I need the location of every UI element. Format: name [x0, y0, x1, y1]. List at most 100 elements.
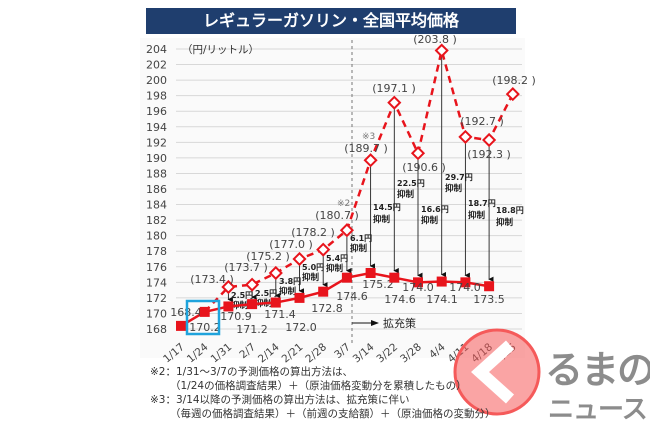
suppression-word: 抑制	[302, 272, 320, 283]
highlight-box	[185, 299, 221, 336]
y-tick-label: 178	[146, 245, 167, 258]
actual-point	[247, 299, 258, 310]
forecast-point	[245, 277, 260, 292]
note2-marker: ※2	[337, 199, 350, 209]
logo-text: るまの	[545, 348, 650, 392]
actual-point	[413, 277, 423, 288]
footnote-3-line2: （毎週の価格調査結果）＋（前週の支給額）＋（原油価格の変動分）	[170, 408, 496, 420]
forecast-point	[482, 132, 497, 148]
footnote-2-line2: （1/24の価格調査結果）＋（原油価格変動分を累積したもの）	[170, 380, 467, 392]
suppression-amount: 5.4円	[326, 254, 348, 263]
suppression-word: 抑制	[445, 183, 463, 194]
y-tick-label: 194	[146, 121, 167, 134]
suppression-word: 抑制	[397, 189, 415, 200]
y-tick-label: 168	[146, 323, 167, 336]
suppression-word: 抑制	[421, 215, 439, 226]
y-tick-label: 198	[146, 90, 167, 103]
forecast-point	[268, 265, 283, 281]
actual-label: 171.4	[264, 308, 296, 321]
suppression-word: 抑制	[373, 214, 391, 225]
actual-point	[460, 277, 471, 288]
suppression-amount: 3.8円	[279, 277, 301, 286]
suppression-word: 抑制	[350, 243, 368, 254]
suppression-amount: 29.7円	[445, 173, 473, 182]
forecast-label: (197.1 )	[372, 82, 416, 95]
actual-point	[389, 272, 400, 283]
forecast-label: (198.2 )	[492, 74, 536, 87]
forecast-label: (173.4 )	[190, 273, 234, 286]
forecast-label: (203.8 )	[413, 33, 457, 46]
actual-label: 172.0	[285, 321, 317, 334]
actual-point	[270, 297, 281, 308]
y-tick-label: 182	[146, 214, 167, 227]
forecast-label: (178.2 )	[291, 226, 335, 239]
logo-circle	[453, 328, 541, 416]
actual-label: 174.6	[336, 290, 368, 303]
suppression-amount: 22.5円	[397, 179, 425, 188]
forecast-point	[434, 43, 449, 58]
forecast-point	[316, 242, 331, 257]
y-tick-label: 170	[146, 307, 167, 320]
y-tick-label: 202	[146, 59, 167, 72]
actual-point	[176, 320, 186, 331]
actual-label: 171.2	[236, 323, 268, 336]
forecast-point	[339, 223, 354, 238]
logo-chevron-icon	[471, 340, 515, 404]
actual-label: 174.0	[449, 281, 481, 294]
suppression-amount: 5.0円	[302, 263, 324, 272]
forecast-label: (180.7 )	[315, 209, 359, 222]
forecast-point	[221, 279, 236, 295]
forecast-label: (189.7 )	[344, 142, 388, 155]
y-tick-label: 172	[146, 292, 167, 305]
actual-point	[199, 306, 210, 317]
forecast-label: (173.7 )	[224, 261, 268, 274]
forecast-point	[387, 95, 402, 110]
footnote-2-line1: ※2：1/31～3/7の予測価格の算出方法は、	[150, 366, 353, 378]
chart-title: レギュラーガソリン・全国平均価格	[146, 8, 516, 34]
actual-point	[484, 281, 495, 292]
y-tick-label: 184	[146, 199, 167, 212]
actual-label: 170.9	[220, 310, 252, 323]
actual-point	[341, 272, 352, 283]
suppression-amount: 2.5円	[255, 289, 277, 298]
y-tick-label: 188	[146, 167, 167, 180]
suppression-amount: 16.6円	[421, 205, 449, 214]
y-tick-label: 180	[146, 230, 167, 243]
forecast-label: (177.0 )	[269, 238, 313, 251]
actual-point	[223, 301, 234, 312]
suppression-word: 抑制	[468, 210, 486, 221]
expansion-label: 拡充策	[383, 316, 416, 330]
forecast-point	[292, 251, 307, 267]
actual-label: 172.8	[311, 302, 343, 315]
actual-point	[318, 286, 329, 297]
y-tick-label: 176	[146, 261, 167, 274]
actual-label: 170.2	[189, 321, 221, 334]
suppression-amount: 14.5円	[373, 203, 401, 212]
y-tick-label: 204	[146, 43, 167, 56]
forecast-label: (192.7 )	[460, 115, 504, 128]
suppression-word: 抑制	[279, 286, 297, 297]
footnote-3-line1: ※3：3/14以降の予測価格の算出方法は、拡充策に伴い	[150, 394, 410, 406]
actual-point	[436, 276, 447, 287]
y-tick-label: 190	[146, 152, 167, 165]
y-unit-label: （円/リットル）	[182, 44, 259, 56]
suppression-amount: 18.7円	[468, 199, 496, 208]
suppression-amount: 6.1円	[350, 234, 372, 243]
actual-label: 173.5	[473, 293, 505, 306]
y-tick-label: 174	[146, 276, 167, 289]
suppression-amount: 18.8円	[496, 206, 524, 215]
note3-marker: ※3	[362, 132, 375, 142]
suppression-word: 抑制	[496, 217, 514, 228]
forecast-point	[410, 146, 426, 161]
actual-label: 174.1	[426, 293, 458, 306]
y-tick-label: 200	[146, 74, 167, 87]
forecast-point	[363, 153, 378, 168]
y-tick-label: 192	[146, 136, 167, 149]
forecast-label: (175.2 )	[246, 250, 290, 263]
actual-label: 174.6	[384, 293, 416, 306]
actual-label: 175.2	[362, 278, 394, 291]
actual-label: 174.0	[402, 281, 434, 294]
y-tick-label: 186	[146, 183, 167, 196]
